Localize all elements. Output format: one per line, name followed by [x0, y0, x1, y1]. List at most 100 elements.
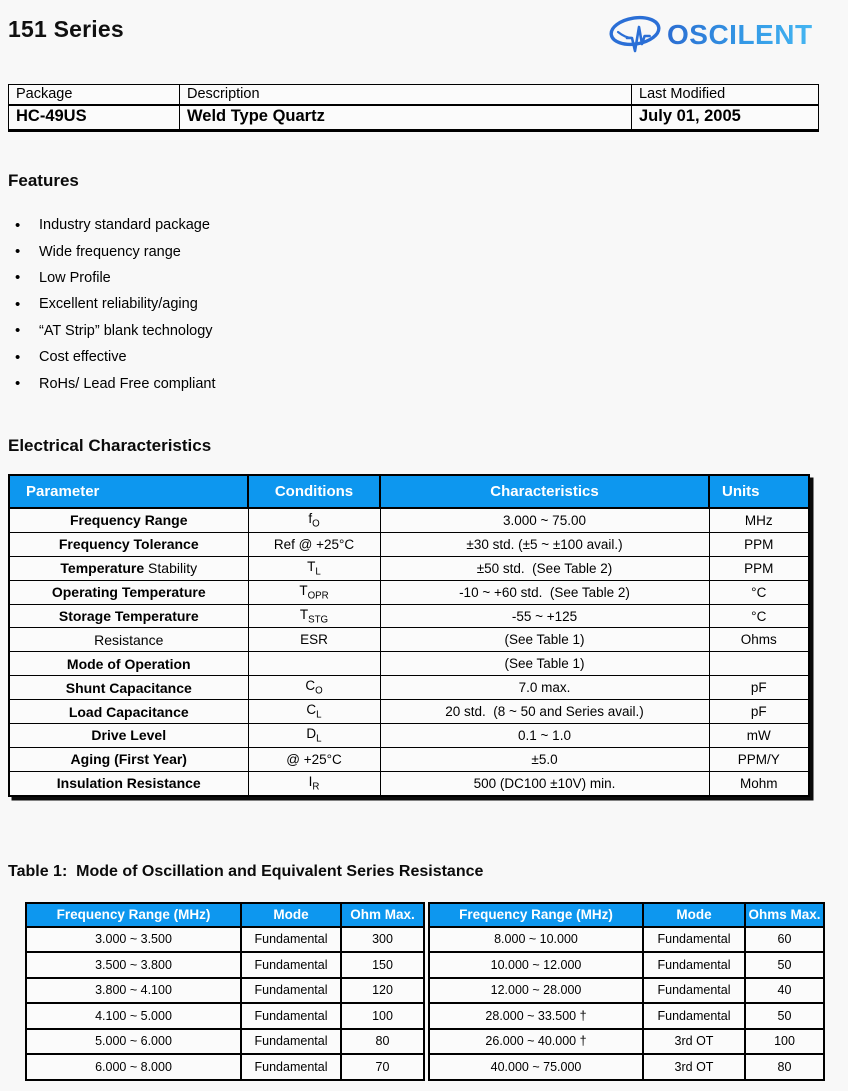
parameter-text: Operating Temperature [51, 584, 206, 601]
characteristics-cell: -10 ~ +60 std. (See Table 2) [379, 579, 710, 605]
info-value-package: HC-49US [8, 104, 180, 132]
bullet-icon: • [15, 295, 21, 313]
column-header-frequency-range-left: Frequency Range (MHz) [25, 902, 242, 928]
column-header-mode-right: Mode [642, 902, 746, 928]
table-cell: 3.800 ~ 4.100 [25, 976, 242, 1004]
parameter-text: Frequency Range [70, 512, 188, 529]
conditions-cell: ESR [247, 627, 381, 653]
table-row: 28.000 ~ 33.500 † Fundamental 50 [428, 1002, 825, 1030]
conditions-cell: IR [247, 770, 381, 797]
table-cell: 100 [744, 1027, 825, 1055]
feature-text: “AT Strip” blank technology [39, 322, 213, 339]
table-cell: 28.000 ~ 33.500 † [428, 1002, 644, 1030]
table1-left: Frequency Range (MHz) Mode Ohm Max. 3.00… [25, 902, 425, 1081]
conditions-cell: CO [247, 675, 381, 701]
bullet-icon: • [15, 243, 21, 261]
table-row: 5.000 ~ 6.000 Fundamental 80 [25, 1027, 425, 1055]
parameter-text: Shunt Capacitance [65, 679, 192, 696]
page-title: 151 Series [8, 16, 124, 42]
characteristics-cell: 500 (DC100 ±10V) min. [379, 770, 710, 797]
table-row: 8.000 ~ 10.000 Fundamental 60 [428, 925, 825, 953]
parameter-text: Storage Temperature [58, 608, 199, 624]
parameter-text: Mode of Operation [66, 655, 191, 672]
oscilent-logo-text: OSCILENT [667, 19, 813, 50]
table-row: 3.500 ~ 3.800 Fundamental 150 [25, 951, 425, 979]
info-header-row: Package Description Last Modified [8, 84, 819, 106]
table1-left-tbody: 3.000 ~ 3.500 Fundamental 300 3.500 ~ 3.800… [25, 925, 425, 1081]
parameter-cell: Insulation Resistance [8, 770, 249, 797]
table-cell: 50 [744, 1002, 825, 1030]
features-list: • Industry standard package • Wide frequenc… [15, 212, 216, 397]
table-row: 4.100 ~ 5.000 Fundamental 100 [25, 1002, 425, 1030]
parameter-text: Aging (First Year) [70, 751, 187, 768]
table-row: Mode of Operation (See Table 1) [8, 651, 810, 677]
column-header-ohms-max: Ohms Max. [744, 902, 825, 928]
parameter-cell: Load Capacitance [8, 699, 249, 725]
table-cell: Fundamental [240, 1002, 342, 1030]
table-cell: Fundamental [642, 976, 746, 1004]
features-heading: Features [8, 171, 79, 190]
parameter-cell: Storage Temperature [8, 603, 249, 629]
units-cell: MHz [708, 507, 810, 533]
table-row: Operating Temperature TOPR -10 ~ +60 std. … [8, 579, 810, 605]
bullet-icon: • [15, 269, 21, 287]
characteristics-cell: 7.0 max. [379, 675, 710, 701]
feature-text: RoHs/ Lead Free compliant [39, 375, 216, 392]
parameter-text: Temperature [60, 560, 145, 577]
conditions-cell: fO [247, 507, 381, 533]
characteristics-cell: ±30 std. (±5 ~ ±100 avail.) [379, 531, 710, 557]
table-cell: 300 [340, 925, 425, 953]
parameter-text: Load Capacitance [68, 703, 189, 720]
table-cell: Fundamental [240, 1053, 342, 1081]
table-row: 3.800 ~ 4.100 Fundamental 120 [25, 976, 425, 1004]
table-cell: Fundamental [642, 925, 746, 953]
feature-text: Low Profile [39, 269, 111, 286]
parameter-cell: Mode of Operation [8, 651, 249, 677]
table-cell: 3rd OT [642, 1053, 746, 1081]
table-cell: Fundamental [642, 1002, 746, 1030]
column-header-parameter: Parameter [8, 474, 249, 509]
table1-left-header-row: Frequency Range (MHz) Mode Ohm Max. [25, 902, 425, 928]
table1-heading: Table 1: Mode of Oscillation and Equival… [8, 863, 484, 880]
list-item: • “AT Strip” blank technology [15, 318, 216, 344]
table1: Frequency Range (MHz) Mode Ohm Max. 3.00… [25, 902, 825, 1081]
units-cell [708, 651, 810, 677]
parameter-cell: Aging (First Year) [8, 746, 249, 772]
characteristics-cell: (See Table 1) [379, 627, 710, 653]
bullet-icon: • [15, 322, 21, 340]
characteristics-cell: 3.000 ~ 75.00 [379, 507, 710, 533]
units-cell: °C [708, 603, 810, 629]
oscilent-logo: OSCILENT [606, 10, 813, 60]
table-cell: 80 [744, 1053, 825, 1081]
table-cell: Fundamental [240, 951, 342, 979]
package-info-table: Package Description Last Modified HC-49U… [8, 84, 819, 132]
info-value-last-modified: July 01, 2005 [631, 104, 819, 132]
parameter-cell: Frequency Tolerance [8, 531, 249, 557]
units-cell: pF [708, 675, 810, 701]
table-row: Temperature Stability TL ±50 std. (See Tab… [8, 555, 810, 581]
column-header-characteristics: Characteristics [379, 474, 710, 509]
table-cell: 40.000 ~ 75.000 [428, 1053, 644, 1081]
conditions-cell: @ +25°C [247, 746, 381, 772]
info-value-description: Weld Type Quartz [179, 104, 632, 132]
table-cell: 60 [744, 925, 825, 953]
electrical-header-row: Parameter Conditions Characteristics Uni… [8, 474, 810, 509]
table-cell: 6.000 ~ 8.000 [25, 1053, 242, 1081]
column-header-mode-left: Mode [240, 902, 342, 928]
conditions-cell: DL [247, 723, 381, 748]
parameter-text: Insulation Resistance [56, 775, 201, 792]
table-row: Load Capacitance CL 20 std. (8 ~ 50 and Se… [8, 699, 810, 725]
feature-text: Industry standard package [39, 217, 210, 234]
characteristics-cell: ±50 std. (See Table 2) [379, 555, 710, 581]
table-cell: 40 [744, 976, 825, 1004]
units-cell: Ohms [708, 627, 810, 653]
units-cell: mW [708, 723, 810, 748]
table-cell: 10.000 ~ 12.000 [428, 951, 644, 979]
bullet-icon: • [15, 348, 21, 366]
list-item: • Cost effective [15, 344, 216, 370]
parameter-cell: Frequency Range [8, 507, 249, 533]
units-cell: °C [708, 579, 810, 605]
table-row: Insulation Resistance IR 500 (DC100 ±10V) … [8, 770, 810, 797]
units-cell: PPM [708, 531, 810, 557]
